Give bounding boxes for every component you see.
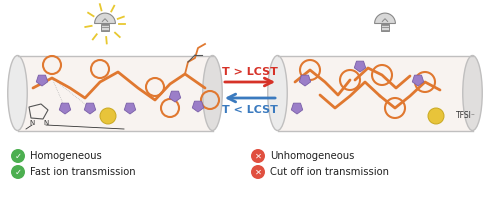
Wedge shape (94, 13, 116, 23)
Text: N: N (30, 120, 35, 126)
Ellipse shape (463, 56, 482, 131)
Bar (18, 56, 212, 131)
Polygon shape (36, 75, 48, 86)
Text: ✓: ✓ (14, 168, 21, 177)
Text: Homogeneous: Homogeneous (30, 151, 102, 161)
Wedge shape (374, 13, 396, 23)
Bar (278, 56, 472, 131)
Text: Unhomogeneous: Unhomogeneous (270, 151, 354, 161)
Bar (101, 23, 109, 31)
Text: Cut off ion transmission: Cut off ion transmission (270, 167, 389, 177)
Polygon shape (354, 61, 366, 72)
Circle shape (428, 108, 444, 124)
Ellipse shape (203, 56, 222, 131)
Polygon shape (292, 103, 302, 114)
Circle shape (251, 149, 265, 163)
Ellipse shape (268, 56, 287, 131)
Text: Fast ion transmission: Fast ion transmission (30, 167, 136, 177)
Text: N: N (44, 120, 49, 126)
Circle shape (11, 165, 25, 179)
Circle shape (251, 165, 265, 179)
Polygon shape (192, 101, 203, 112)
Bar (381, 23, 389, 31)
Text: T > LCST: T > LCST (222, 67, 278, 77)
Text: T < LCST: T < LCST (222, 105, 278, 115)
Polygon shape (170, 91, 180, 102)
Circle shape (11, 149, 25, 163)
Polygon shape (412, 75, 424, 86)
Text: ✕: ✕ (254, 151, 262, 161)
Circle shape (100, 108, 116, 124)
Polygon shape (60, 103, 70, 114)
Text: TFSI⁻: TFSI⁻ (456, 111, 476, 121)
Polygon shape (84, 103, 96, 114)
Ellipse shape (8, 56, 27, 131)
Polygon shape (300, 75, 310, 86)
Polygon shape (124, 103, 136, 114)
Text: ✓: ✓ (14, 151, 21, 161)
Text: ✕: ✕ (254, 168, 262, 177)
